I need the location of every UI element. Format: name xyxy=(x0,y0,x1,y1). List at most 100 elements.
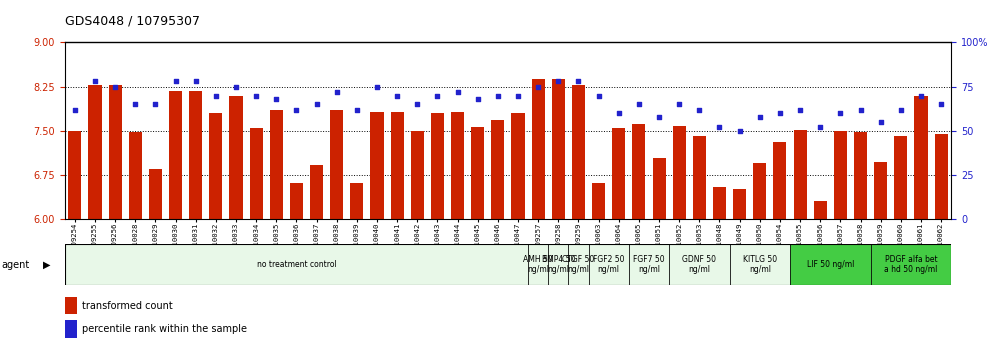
Point xyxy=(490,93,506,98)
Bar xyxy=(189,91,202,219)
Bar xyxy=(250,128,263,219)
Text: transformed count: transformed count xyxy=(82,301,172,310)
Bar xyxy=(451,112,464,219)
Text: AMH 50
ng/ml: AMH 50 ng/ml xyxy=(523,255,553,274)
Text: GDS4048 / 10795307: GDS4048 / 10795307 xyxy=(65,14,200,27)
Point xyxy=(187,79,203,84)
Point xyxy=(571,79,587,84)
Bar xyxy=(753,164,766,219)
Bar xyxy=(169,91,182,219)
Point xyxy=(551,79,567,84)
Text: agent: agent xyxy=(1,259,29,270)
Point xyxy=(449,89,465,95)
Bar xyxy=(431,113,444,219)
Bar xyxy=(69,131,82,219)
Bar xyxy=(652,158,665,219)
Bar xyxy=(729,244,790,285)
Bar xyxy=(471,127,484,219)
Point xyxy=(329,89,345,95)
Text: ▶: ▶ xyxy=(43,259,51,270)
Bar xyxy=(371,112,383,219)
Bar xyxy=(491,120,504,219)
Bar xyxy=(874,162,887,219)
Point xyxy=(853,107,869,113)
Point xyxy=(591,93,607,98)
Bar xyxy=(109,85,122,219)
Point xyxy=(409,102,425,107)
Point xyxy=(611,110,626,116)
Point xyxy=(248,93,264,98)
Point xyxy=(872,119,888,125)
Bar xyxy=(733,189,746,219)
Point xyxy=(671,102,687,107)
Point xyxy=(933,102,949,107)
Bar xyxy=(569,244,589,285)
Bar xyxy=(410,131,424,219)
Bar xyxy=(871,244,951,285)
Bar xyxy=(532,79,545,219)
Bar xyxy=(351,183,364,219)
Text: PDGF alfa bet
a hd 50 ng/ml: PDGF alfa bet a hd 50 ng/ml xyxy=(884,255,937,274)
Text: FGF7 50
ng/ml: FGF7 50 ng/ml xyxy=(633,255,664,274)
Text: KITLG 50
ng/ml: KITLG 50 ng/ml xyxy=(743,255,777,274)
Bar xyxy=(669,244,729,285)
Text: BMP4 50
ng/ml: BMP4 50 ng/ml xyxy=(542,255,575,274)
Point xyxy=(732,128,748,134)
Bar xyxy=(713,187,726,219)
Point xyxy=(752,114,768,120)
Point xyxy=(87,79,103,84)
Point xyxy=(370,84,385,90)
Bar xyxy=(512,113,525,219)
Point xyxy=(813,125,829,130)
Bar xyxy=(270,110,283,219)
Bar xyxy=(209,113,222,219)
Bar xyxy=(89,85,102,219)
Point xyxy=(208,93,224,98)
Text: GDNF 50
ng/ml: GDNF 50 ng/ml xyxy=(682,255,716,274)
Bar xyxy=(572,85,585,219)
Point xyxy=(772,110,788,116)
Bar xyxy=(548,244,569,285)
Bar xyxy=(229,96,243,219)
Point xyxy=(429,93,445,98)
Bar xyxy=(814,201,827,219)
Bar xyxy=(794,130,807,219)
Point xyxy=(268,96,284,102)
Bar xyxy=(310,165,323,219)
Bar xyxy=(834,131,847,219)
Point xyxy=(167,79,183,84)
Point xyxy=(711,125,727,130)
Text: percentile rank within the sample: percentile rank within the sample xyxy=(82,324,247,334)
Bar xyxy=(854,132,868,219)
Bar xyxy=(790,244,871,285)
Point xyxy=(67,107,83,113)
Bar xyxy=(773,142,787,219)
Bar xyxy=(589,244,628,285)
Point xyxy=(792,107,808,113)
Point xyxy=(630,102,646,107)
Bar xyxy=(65,320,77,338)
Bar xyxy=(613,128,625,219)
Bar xyxy=(552,79,565,219)
Point xyxy=(470,96,486,102)
Point xyxy=(108,84,124,90)
Point xyxy=(510,93,526,98)
Text: CTGF 50
ng/ml: CTGF 50 ng/ml xyxy=(563,255,595,274)
Point xyxy=(127,102,143,107)
Text: no treatment control: no treatment control xyxy=(257,260,337,269)
Bar xyxy=(528,244,548,285)
Point xyxy=(530,84,546,90)
Bar xyxy=(65,297,77,314)
Bar xyxy=(628,244,669,285)
Point xyxy=(228,84,244,90)
Bar xyxy=(914,96,927,219)
Point xyxy=(147,102,163,107)
Point xyxy=(913,93,929,98)
Bar xyxy=(148,169,162,219)
Bar xyxy=(894,136,907,219)
Point xyxy=(833,110,849,116)
Point xyxy=(892,107,908,113)
Text: FGF2 50
ng/ml: FGF2 50 ng/ml xyxy=(593,255,624,274)
Bar xyxy=(693,136,706,219)
Bar xyxy=(128,132,141,219)
